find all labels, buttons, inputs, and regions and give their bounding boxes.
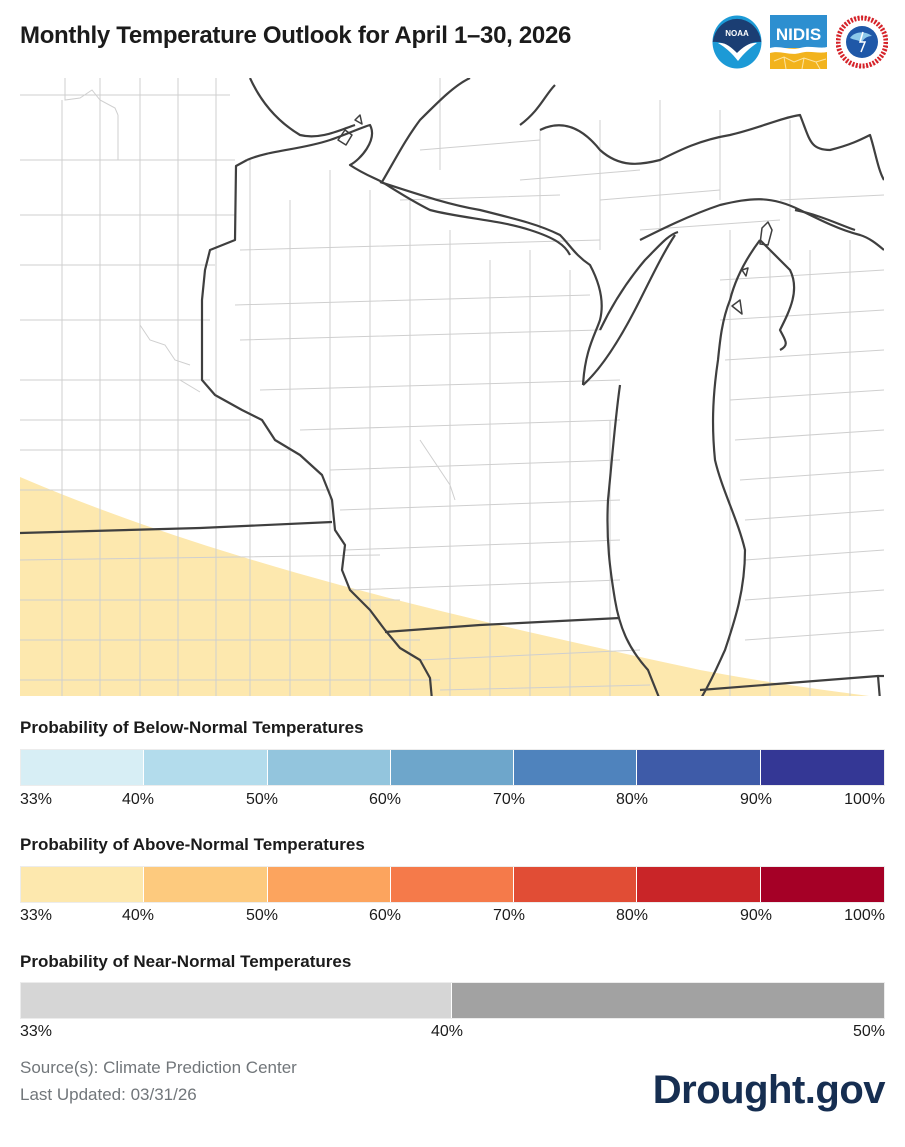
legend-seg-below-90-100	[760, 750, 884, 785]
svg-text:NIDIS: NIDIS	[776, 25, 821, 44]
legend-near-normal: Probability of Near-Normal Temperatures …	[20, 952, 885, 1040]
legend-seg-below-40-50	[144, 750, 268, 785]
tick: 33%	[20, 907, 53, 924]
legend-seg-above-90-100	[760, 867, 884, 902]
legend-seg-below-33-40	[21, 750, 145, 785]
tick: 70%	[493, 907, 526, 924]
tick: 50%	[852, 1023, 885, 1040]
tick: 50%	[246, 791, 279, 808]
tick: 60%	[369, 791, 402, 808]
tick: 40%	[122, 791, 155, 808]
nws-logo-icon	[836, 15, 888, 69]
legend-seg-above-80-90	[637, 867, 761, 902]
last-updated-text: Last Updated: 03/31/26	[20, 1085, 197, 1104]
tick: 90%	[740, 791, 773, 808]
tick: 70%	[493, 791, 526, 808]
legend-seg-below-70-80	[514, 750, 638, 785]
tick: 50%	[246, 907, 279, 924]
legend-seg-above-60-70	[390, 867, 515, 902]
noaa-logo-icon: NOAA	[712, 15, 762, 69]
state-borders	[20, 78, 884, 696]
legend-seg-below-60-70	[390, 750, 515, 785]
legend-above-normal: Probability of Above-Normal Temperatures…	[20, 835, 885, 924]
tick: 40%	[431, 1023, 464, 1040]
drought-gov-brand[interactable]: Drought.gov	[652, 1068, 886, 1112]
legend-ticks-near: 33% 40% 50%	[20, 1023, 885, 1043]
legend-ticks-above: 33% 40% 50% 60% 70% 80% 90% 100%	[20, 907, 885, 927]
legend-ticks-below: 33% 40% 50% 60% 70% 80% 90% 100%	[20, 791, 885, 811]
legend-bar-below	[20, 749, 885, 786]
legend-seg-near-33-40	[21, 983, 452, 1018]
tick: 40%	[122, 907, 155, 924]
page-title: Monthly Temperature Outlook for April 1–…	[20, 22, 572, 49]
legend-seg-near-40-50	[452, 983, 884, 1018]
legend-seg-above-70-80	[514, 867, 638, 902]
partner-logos: NOAA NIDIS	[710, 13, 890, 71]
legend-bar-above	[20, 866, 885, 903]
tick: 100%	[844, 907, 885, 924]
tick: 100%	[844, 791, 885, 808]
tick: 33%	[20, 791, 53, 808]
tick: 33%	[20, 1023, 53, 1040]
legend-seg-above-33-40	[21, 867, 145, 902]
tick: 90%	[740, 907, 773, 924]
nidis-logo-icon: NIDIS	[770, 15, 827, 69]
legend-seg-above-40-50	[144, 867, 268, 902]
legend-seg-below-80-90	[637, 750, 761, 785]
source-text: Source(s): Climate Prediction Center	[20, 1058, 297, 1077]
legend-title-above: Probability of Above-Normal Temperatures	[20, 835, 365, 854]
legend-title-below: Probability of Below-Normal Temperatures	[20, 718, 364, 737]
outlook-map[interactable]	[20, 78, 884, 696]
legend-seg-below-50-60	[267, 750, 391, 785]
map-canvas	[20, 78, 884, 696]
tick: 80%	[616, 791, 649, 808]
above-normal-region[interactable]	[20, 477, 884, 696]
legend-below-normal: Probability of Below-Normal Temperatures…	[20, 718, 885, 808]
legend-seg-above-50-60	[267, 867, 391, 902]
tick: 80%	[616, 907, 649, 924]
legend-bar-near	[20, 982, 885, 1019]
tick: 60%	[369, 907, 402, 924]
svg-text:NOAA: NOAA	[725, 29, 749, 38]
legend-title-near: Probability of Near-Normal Temperatures	[20, 952, 352, 971]
